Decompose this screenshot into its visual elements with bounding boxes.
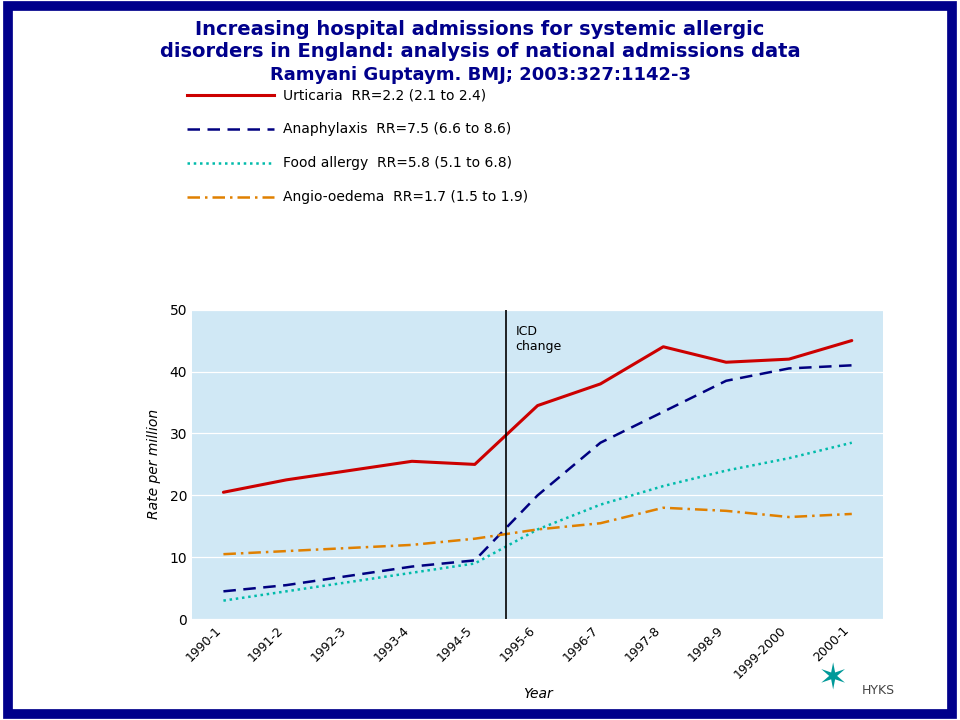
- Text: Ramyani Guptaym. BMJ; 2003:327:1142-3: Ramyani Guptaym. BMJ; 2003:327:1142-3: [270, 66, 690, 84]
- Text: HYKS: HYKS: [862, 684, 895, 697]
- Text: ✶: ✶: [818, 662, 848, 696]
- Y-axis label: Rate per million: Rate per million: [147, 410, 161, 519]
- Text: Increasing hospital admissions for systemic allergic: Increasing hospital admissions for syste…: [195, 20, 765, 39]
- Text: Food allergy  RR=5.8 (5.1 to 6.8): Food allergy RR=5.8 (5.1 to 6.8): [283, 156, 513, 170]
- X-axis label: Year: Year: [523, 687, 552, 701]
- Text: Angio-oedema  RR=1.7 (1.5 to 1.9): Angio-oedema RR=1.7 (1.5 to 1.9): [283, 189, 528, 204]
- Text: ICD
change: ICD change: [516, 325, 562, 353]
- Text: Anaphylaxis  RR=7.5 (6.6 to 8.6): Anaphylaxis RR=7.5 (6.6 to 8.6): [283, 122, 512, 136]
- Text: disorders in England: analysis of national admissions data: disorders in England: analysis of nation…: [159, 42, 801, 60]
- Text: Urticaria  RR=2.2 (2.1 to 2.4): Urticaria RR=2.2 (2.1 to 2.4): [283, 88, 487, 102]
